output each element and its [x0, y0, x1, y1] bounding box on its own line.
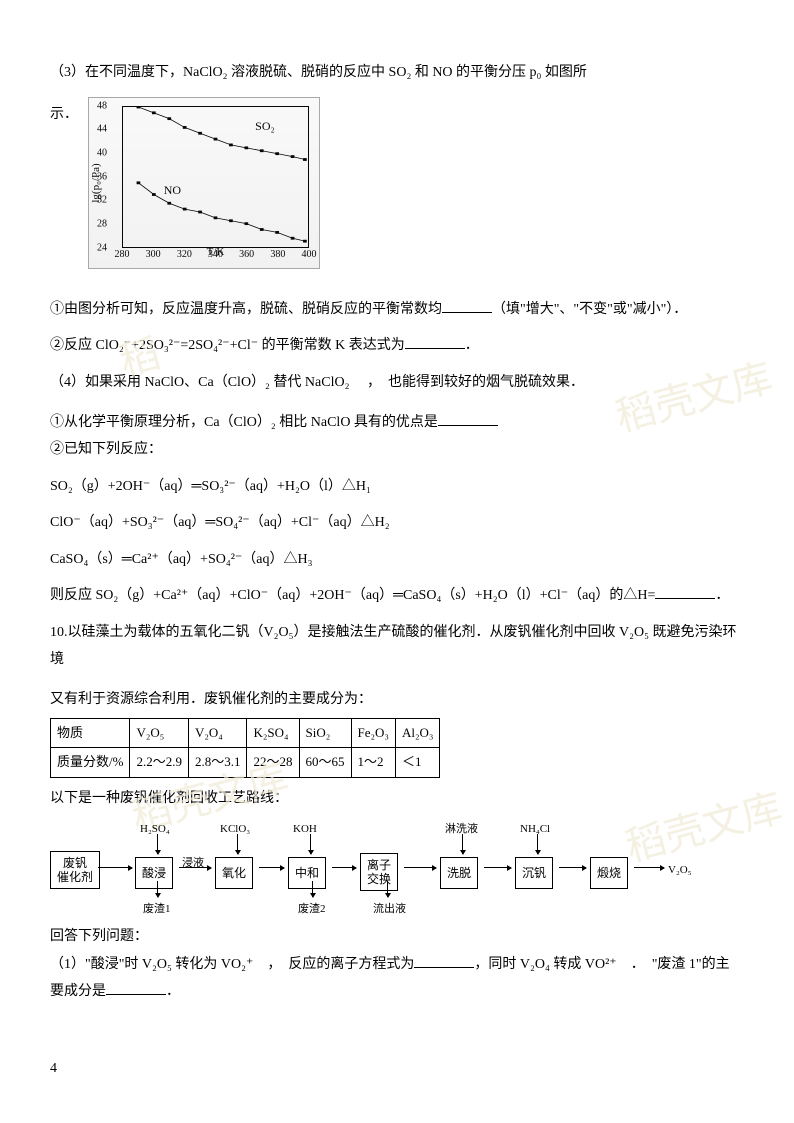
- q10-intro-b: 又有利于资源综合利用．废钒催化剂的主要成分为：: [50, 687, 744, 714]
- chart-y-axis: 24283236404448: [97, 106, 122, 248]
- page-number: 4: [50, 1056, 57, 1083]
- series-label-so2: SO₂: [255, 115, 275, 138]
- eq-final-text: 则反应 SO₂（g）+Ca²⁺（aq）+ClO⁻（aq）+2OH⁻（aq）═Ca…: [50, 588, 655, 603]
- q4-sub1-text: ①从化学平衡原理分析，Ca（ClO）₂ 相比 NaClO 具有的优点是: [50, 415, 438, 430]
- composition-table: 物质V₂O₅V₂O₄K₂SO₄SiO₂Fe₂O₃Al₂O₃ 质量分数/%2.2～…: [50, 718, 440, 778]
- q3-intro-end: 示．: [50, 102, 78, 269]
- q4-sub1: ①从化学平衡原理分析，Ca（ClO）₂ 相比 NaClO 具有的优点是: [50, 410, 744, 437]
- q3-sub1-text: ①由图分析可知，反应温度升高，脱硫、脱硝反应的平衡常数均: [50, 302, 442, 317]
- equation-1: SO₂（g）+2OH⁻（aq）═SO₃²⁻（aq）+H₂O（l）△H₁: [50, 474, 744, 501]
- chart-xlabel: T/K: [207, 242, 225, 263]
- blank[interactable]: [106, 980, 166, 995]
- q4-sub2a: ②已知下列反应：: [50, 437, 744, 464]
- q3-sub2-text: ②反应 ClO₂⁻+2SO₃²⁻=2SO₄²⁻+Cl⁻ 的平衡常数 K 表达式为: [50, 338, 405, 353]
- q10-1-b: ，同时 V₂O₄ 转成 VO²⁺ ． "废渣 1"的主: [474, 957, 729, 972]
- chart-plot-area: SO₂ NO T/K: [122, 106, 309, 248]
- eq-final-end: ．: [715, 588, 729, 603]
- blank[interactable]: [414, 953, 474, 968]
- process-flowchart: 废钒催化剂酸浸氧化中和离子交换洗脱沉钒煅烧浸液V₂O₅H₂SO₄KClO₃KOH…: [50, 819, 710, 914]
- q3-sub1-end: （填"增大"、"不变"或"减小"）．: [492, 302, 687, 317]
- q10-1-a: （1）"酸浸"时 V₂O₅ 转化为 VO₂⁺ ， 反应的离子方程式为: [50, 957, 414, 972]
- q10-answer-label: 回答下列问题：: [50, 924, 744, 951]
- q10-intro-c: 以下是一种废钒催化剂回收工艺路线：: [50, 786, 744, 813]
- blank[interactable]: [442, 298, 492, 313]
- equation-3: CaSO₄（s）═Ca²⁺（aq）+SO₄²⁻（aq）△H₃: [50, 547, 744, 574]
- q10-1-c: 要成分是: [50, 984, 106, 999]
- table-data-row: 质量分数/%2.2～2.92.8～3.122～2860～651～2＜1: [51, 748, 440, 778]
- q4-intro: （4）如果采用 NaClO、Ca（ClO）₂ 替代 NaClO₂ ， 也能得到较…: [50, 370, 744, 397]
- equation-2: ClO⁻（aq）+SO₃²⁻（aq）═SO₄²⁻（aq）+Cl⁻（aq）△H₂: [50, 510, 744, 537]
- blank[interactable]: [405, 334, 465, 349]
- q3-sub1: ①由图分析可知，反应温度升高，脱硫、脱硝反应的平衡常数均 （填"增大"、"不变"或…: [50, 297, 744, 324]
- table-header-row: 物质V₂O₅V₂O₄K₂SO₄SiO₂Fe₂O₃Al₂O₃: [51, 718, 440, 748]
- q3-intro: （3）在不同温度下，NaClO₂ 溶液脱硫、脱硝的反应中 SO₂ 和 NO 的平…: [50, 60, 744, 87]
- q10-intro-a: 10.以硅藻土为载体的五氧化二钒（V₂O₅）是接触法生产硫酸的催化剂．从废钒催化…: [50, 620, 744, 673]
- equation-final: 则反应 SO₂（g）+Ca²⁺（aq）+ClO⁻（aq）+2OH⁻（aq）═Ca…: [50, 583, 744, 610]
- q3-sub2-end: ．: [465, 338, 479, 353]
- q3-sub2: ②反应 ClO₂⁻+2SO₃²⁻=2SO₄²⁻+Cl⁻ 的平衡常数 K 表达式为…: [50, 333, 744, 360]
- q10-1-d: ．: [166, 984, 180, 999]
- blank[interactable]: [655, 584, 715, 599]
- q10-sub1: （1）"酸浸"时 V₂O₅ 转化为 VO₂⁺ ， 反应的离子方程式为 ，同时 V₂…: [50, 952, 744, 1005]
- blank[interactable]: [438, 411, 498, 426]
- equilibrium-chart: lg(p₀/Pa) 24283236404448 280300320340360…: [88, 97, 320, 269]
- series-label-no: NO: [164, 179, 181, 202]
